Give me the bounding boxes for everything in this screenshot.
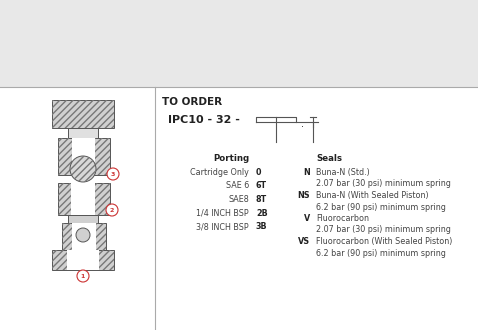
Text: Seals: Seals [316, 154, 342, 163]
Text: 2.07 bar (30 psi) minimum spring: 2.07 bar (30 psi) minimum spring [316, 225, 451, 235]
Bar [68, 128, 98, 138]
Text: 6.2 bar (90 psi) minimum spring: 6.2 bar (90 psi) minimum spring [316, 203, 446, 212]
Text: NS: NS [297, 191, 310, 200]
Bar [52, 100, 114, 128]
Text: 2: 2 [110, 208, 114, 213]
Text: Porting: Porting [213, 154, 249, 163]
Text: 1/4 INCH BSP: 1/4 INCH BSP [196, 209, 249, 217]
Bar [72, 223, 96, 250]
Circle shape [76, 228, 90, 242]
Bar [72, 138, 95, 175]
Text: 3B: 3B [256, 222, 268, 231]
Text: 3: 3 [111, 172, 115, 177]
Text: .: . [301, 119, 304, 129]
Text: 8T: 8T [256, 195, 267, 204]
Text: 1: 1 [81, 274, 85, 279]
Text: V: V [304, 214, 310, 223]
Text: Buna-N (With Sealed Piston): Buna-N (With Sealed Piston) [316, 191, 429, 200]
Text: 2B: 2B [256, 209, 268, 217]
Text: Buna-N (Std.): Buna-N (Std.) [316, 168, 370, 177]
Text: TO ORDER: TO ORDER [162, 97, 222, 107]
Bar [58, 138, 110, 175]
Circle shape [107, 168, 119, 180]
Bar [62, 223, 106, 250]
Bar [58, 138, 110, 175]
Bar [58, 183, 110, 215]
Bar [68, 215, 98, 223]
Text: Cartridge Only: Cartridge Only [190, 168, 249, 177]
Bar [71, 183, 95, 215]
Circle shape [77, 270, 89, 282]
Text: 2.07 bar (30 psi) minimum spring: 2.07 bar (30 psi) minimum spring [316, 180, 451, 188]
Text: 3/8 INCH BSP: 3/8 INCH BSP [196, 222, 249, 231]
Bar [52, 250, 114, 270]
Bar [0, 0, 478, 87]
Text: VS: VS [298, 237, 310, 246]
Text: 0: 0 [256, 168, 261, 177]
Text: IPC10 - 32 -: IPC10 - 32 - [168, 115, 240, 125]
Bar [52, 250, 114, 270]
Text: 6.2 bar (90 psi) minimum spring: 6.2 bar (90 psi) minimum spring [316, 248, 446, 257]
Text: 6T: 6T [256, 182, 267, 190]
Text: SAE8: SAE8 [228, 195, 249, 204]
Bar [67, 250, 99, 270]
Bar [58, 183, 110, 215]
Bar [62, 223, 106, 250]
Text: Fluorocarbon: Fluorocarbon [316, 214, 369, 223]
Text: Fluorocarbon (With Sealed Piston): Fluorocarbon (With Sealed Piston) [316, 237, 452, 246]
Circle shape [70, 156, 96, 182]
Bar [52, 100, 114, 128]
Text: N: N [303, 168, 310, 177]
Circle shape [106, 204, 118, 216]
Text: SAE 6: SAE 6 [226, 182, 249, 190]
